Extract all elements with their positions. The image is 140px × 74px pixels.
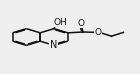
Text: OH: OH <box>53 18 67 26</box>
Text: O: O <box>95 28 102 37</box>
Text: N: N <box>50 40 58 50</box>
Text: O: O <box>78 19 85 28</box>
